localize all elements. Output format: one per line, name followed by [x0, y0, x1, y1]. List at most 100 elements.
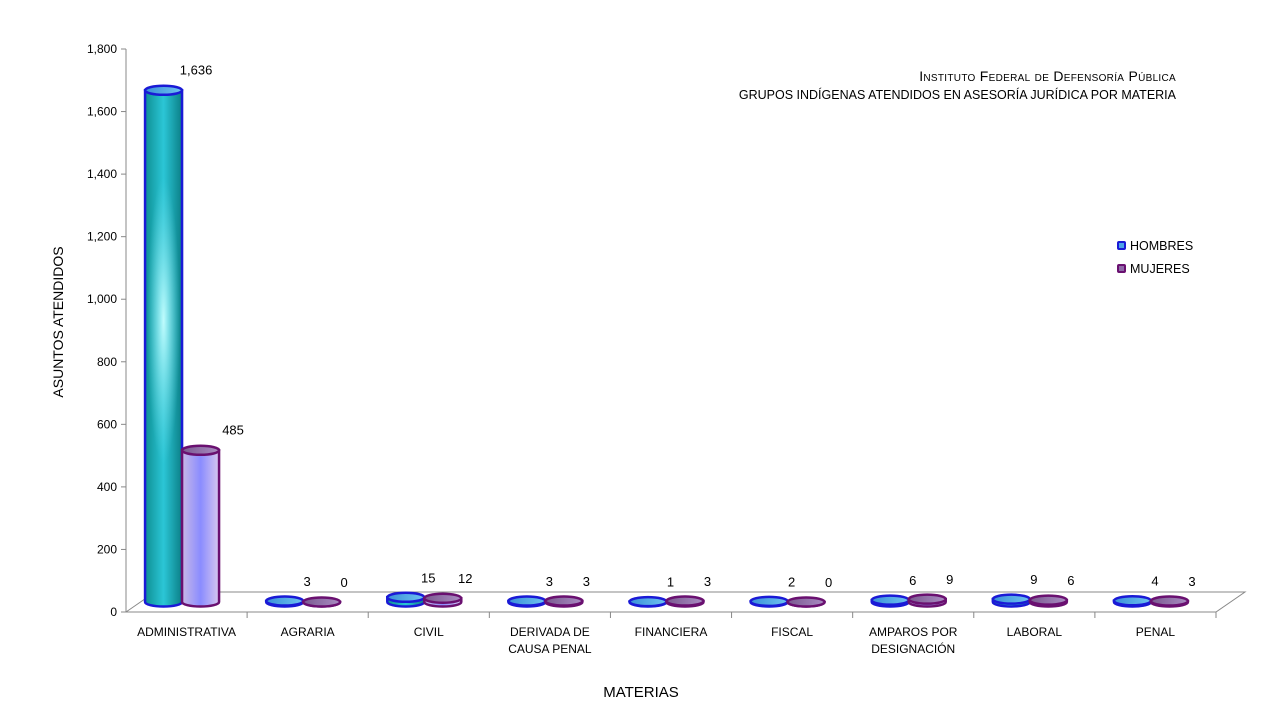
data-label-mujeres: 9 — [946, 572, 953, 587]
bar-mujeres — [423, 592, 463, 608]
data-label-hombres: 4 — [1151, 574, 1158, 589]
data-label-mujeres: 6 — [1067, 573, 1074, 588]
x-tick-label: ADMINISTRATIVA — [137, 625, 236, 639]
x-tick-label-line: LABORAL — [1007, 625, 1063, 639]
data-label-hombres: 3 — [546, 574, 553, 589]
y-tick-label: 600 — [97, 417, 117, 431]
bar-cap-hombres — [628, 595, 668, 608]
bar-highlight — [146, 177, 181, 464]
bar-mujeres — [665, 595, 705, 608]
x-axis-label: MATERIAS — [603, 684, 679, 701]
bar-hombres — [870, 594, 910, 608]
legend-swatch-mujeres — [1117, 264, 1126, 273]
data-label-hombres: 6 — [909, 573, 916, 588]
x-tick-label: AGRARIA — [281, 625, 335, 639]
bar-cap-hombres — [507, 595, 547, 607]
x-tick-label: DERIVADA DE CAUSA PENAL — [508, 625, 592, 656]
legend-item-mujeres: MUJERES — [1117, 257, 1193, 280]
bar-cap-mujeres — [180, 444, 221, 457]
data-label-mujeres: 3 — [1188, 574, 1195, 589]
x-tick-label-line: CAUSA PENAL — [508, 642, 592, 656]
x-tick-label-line: DESIGNACIÓN — [871, 641, 955, 656]
data-label-mujeres: 0 — [341, 575, 348, 590]
x-tick-label: PENAL — [1136, 625, 1176, 639]
x-tick-label-line: DERIVADA DE — [510, 625, 590, 639]
y-tick-label: 200 — [97, 542, 117, 556]
bar-cap-mujeres — [907, 593, 947, 605]
bar-mujeres — [1028, 594, 1069, 608]
bar-mujeres — [180, 444, 221, 608]
bar-hombres — [991, 593, 1032, 608]
bar-body-mujeres — [180, 449, 221, 608]
bar-hombres — [628, 595, 668, 608]
x-tick-label-line: AGRARIA — [281, 625, 335, 639]
y-tick-label: 1,600 — [87, 105, 117, 119]
data-label-mujeres: 12 — [458, 571, 472, 586]
data-label-hombres: 1,636 — [180, 62, 213, 77]
x-tick-label: AMPAROS POR DESIGNACIÓN — [869, 625, 958, 656]
y-tick-label: 0 — [110, 605, 117, 619]
bar-cap-mujeres — [786, 596, 826, 608]
x-tick-label-line: PENAL — [1136, 625, 1176, 639]
bar-mujeres — [544, 595, 584, 608]
data-label-mujeres: 0 — [825, 575, 832, 590]
bar-hombres — [143, 84, 184, 608]
bar-cap-hombres — [264, 595, 305, 607]
bar-mujeres — [1149, 595, 1190, 608]
bar-hombres — [749, 595, 789, 608]
bar-cap-hombres — [1112, 594, 1153, 607]
bar-cap-hombres — [143, 84, 184, 97]
legend-swatch-hombres — [1117, 241, 1126, 250]
y-tick-label: 1,000 — [87, 292, 117, 306]
chart-title-block: Instituto Federal de Defensoría Pública … — [739, 68, 1176, 102]
y-axis-label: ASUNTOS ATENDIDOS — [50, 246, 66, 398]
chart-subtitle: GRUPOS INDÍGENAS ATENDIDOS EN ASESORÍA J… — [738, 88, 1176, 102]
bar-cap-mujeres — [423, 592, 463, 604]
x-tick-label-line: AMPAROS POR — [869, 625, 958, 639]
y-tick-label: 1,800 — [87, 42, 117, 56]
data-label-hombres: 3 — [304, 574, 311, 589]
x-tick-label-line: ADMINISTRATIVA — [137, 625, 236, 639]
bar-hombres — [386, 591, 426, 608]
x-tick-label-line: FISCAL — [771, 625, 813, 639]
bar-cap-hombres — [870, 594, 910, 606]
x-tick-label: FINANCIERA — [635, 625, 708, 639]
bar-cap-hombres — [386, 591, 426, 604]
legend-label-hombres: HOMBRES — [1130, 238, 1194, 253]
x-tick-label: LABORAL — [1007, 625, 1063, 639]
x-tick-label-line: CIVIL — [414, 625, 444, 639]
data-label-mujeres: 3 — [704, 574, 711, 589]
x-tick-label: CIVIL — [414, 625, 444, 639]
x-tick-label: FISCAL — [771, 625, 813, 639]
data-label-hombres: 2 — [788, 574, 795, 589]
bar-cap-hombres — [749, 595, 789, 608]
bar-cap-mujeres — [665, 595, 705, 607]
bar-mujeres — [786, 596, 826, 608]
data-label-hombres: 15 — [421, 570, 435, 585]
y-tick-label: 400 — [97, 480, 117, 494]
data-label-hombres: 9 — [1030, 572, 1037, 587]
axes: 02004006008001,0001,2001,4001,6001,800AD… — [87, 42, 1247, 656]
bar-cap-mujeres — [1149, 595, 1190, 607]
bar-hombres — [264, 595, 305, 608]
bar-hombres — [507, 595, 547, 608]
legend: HOMBRES MUJERES — [1117, 234, 1193, 280]
y-tick-label: 1,400 — [87, 167, 117, 181]
data-label-mujeres: 485 — [222, 422, 244, 437]
bars — [143, 84, 1190, 608]
data-label-hombres: 1 — [667, 575, 674, 590]
legend-label-mujeres: MUJERES — [1130, 261, 1190, 276]
bar-hombres — [1112, 594, 1153, 608]
bar-cap-mujeres — [544, 595, 584, 607]
bar-mujeres — [301, 596, 342, 608]
bar-cap-mujeres — [1028, 594, 1069, 606]
bar-cap-mujeres — [301, 596, 342, 608]
bar-cap-hombres — [991, 593, 1032, 605]
y-tick-label: 800 — [97, 355, 117, 369]
y-tick-label: 1,200 — [87, 230, 117, 244]
bar-mujeres — [907, 593, 947, 608]
chart-title: Instituto Federal de Defensoría Pública — [919, 68, 1176, 84]
labels: 1,636 485 3 0 15 12 3 3 1 3 2 0 6 9 9 6 4 3 — [180, 62, 1196, 590]
data-label-mujeres: 3 — [583, 574, 590, 589]
